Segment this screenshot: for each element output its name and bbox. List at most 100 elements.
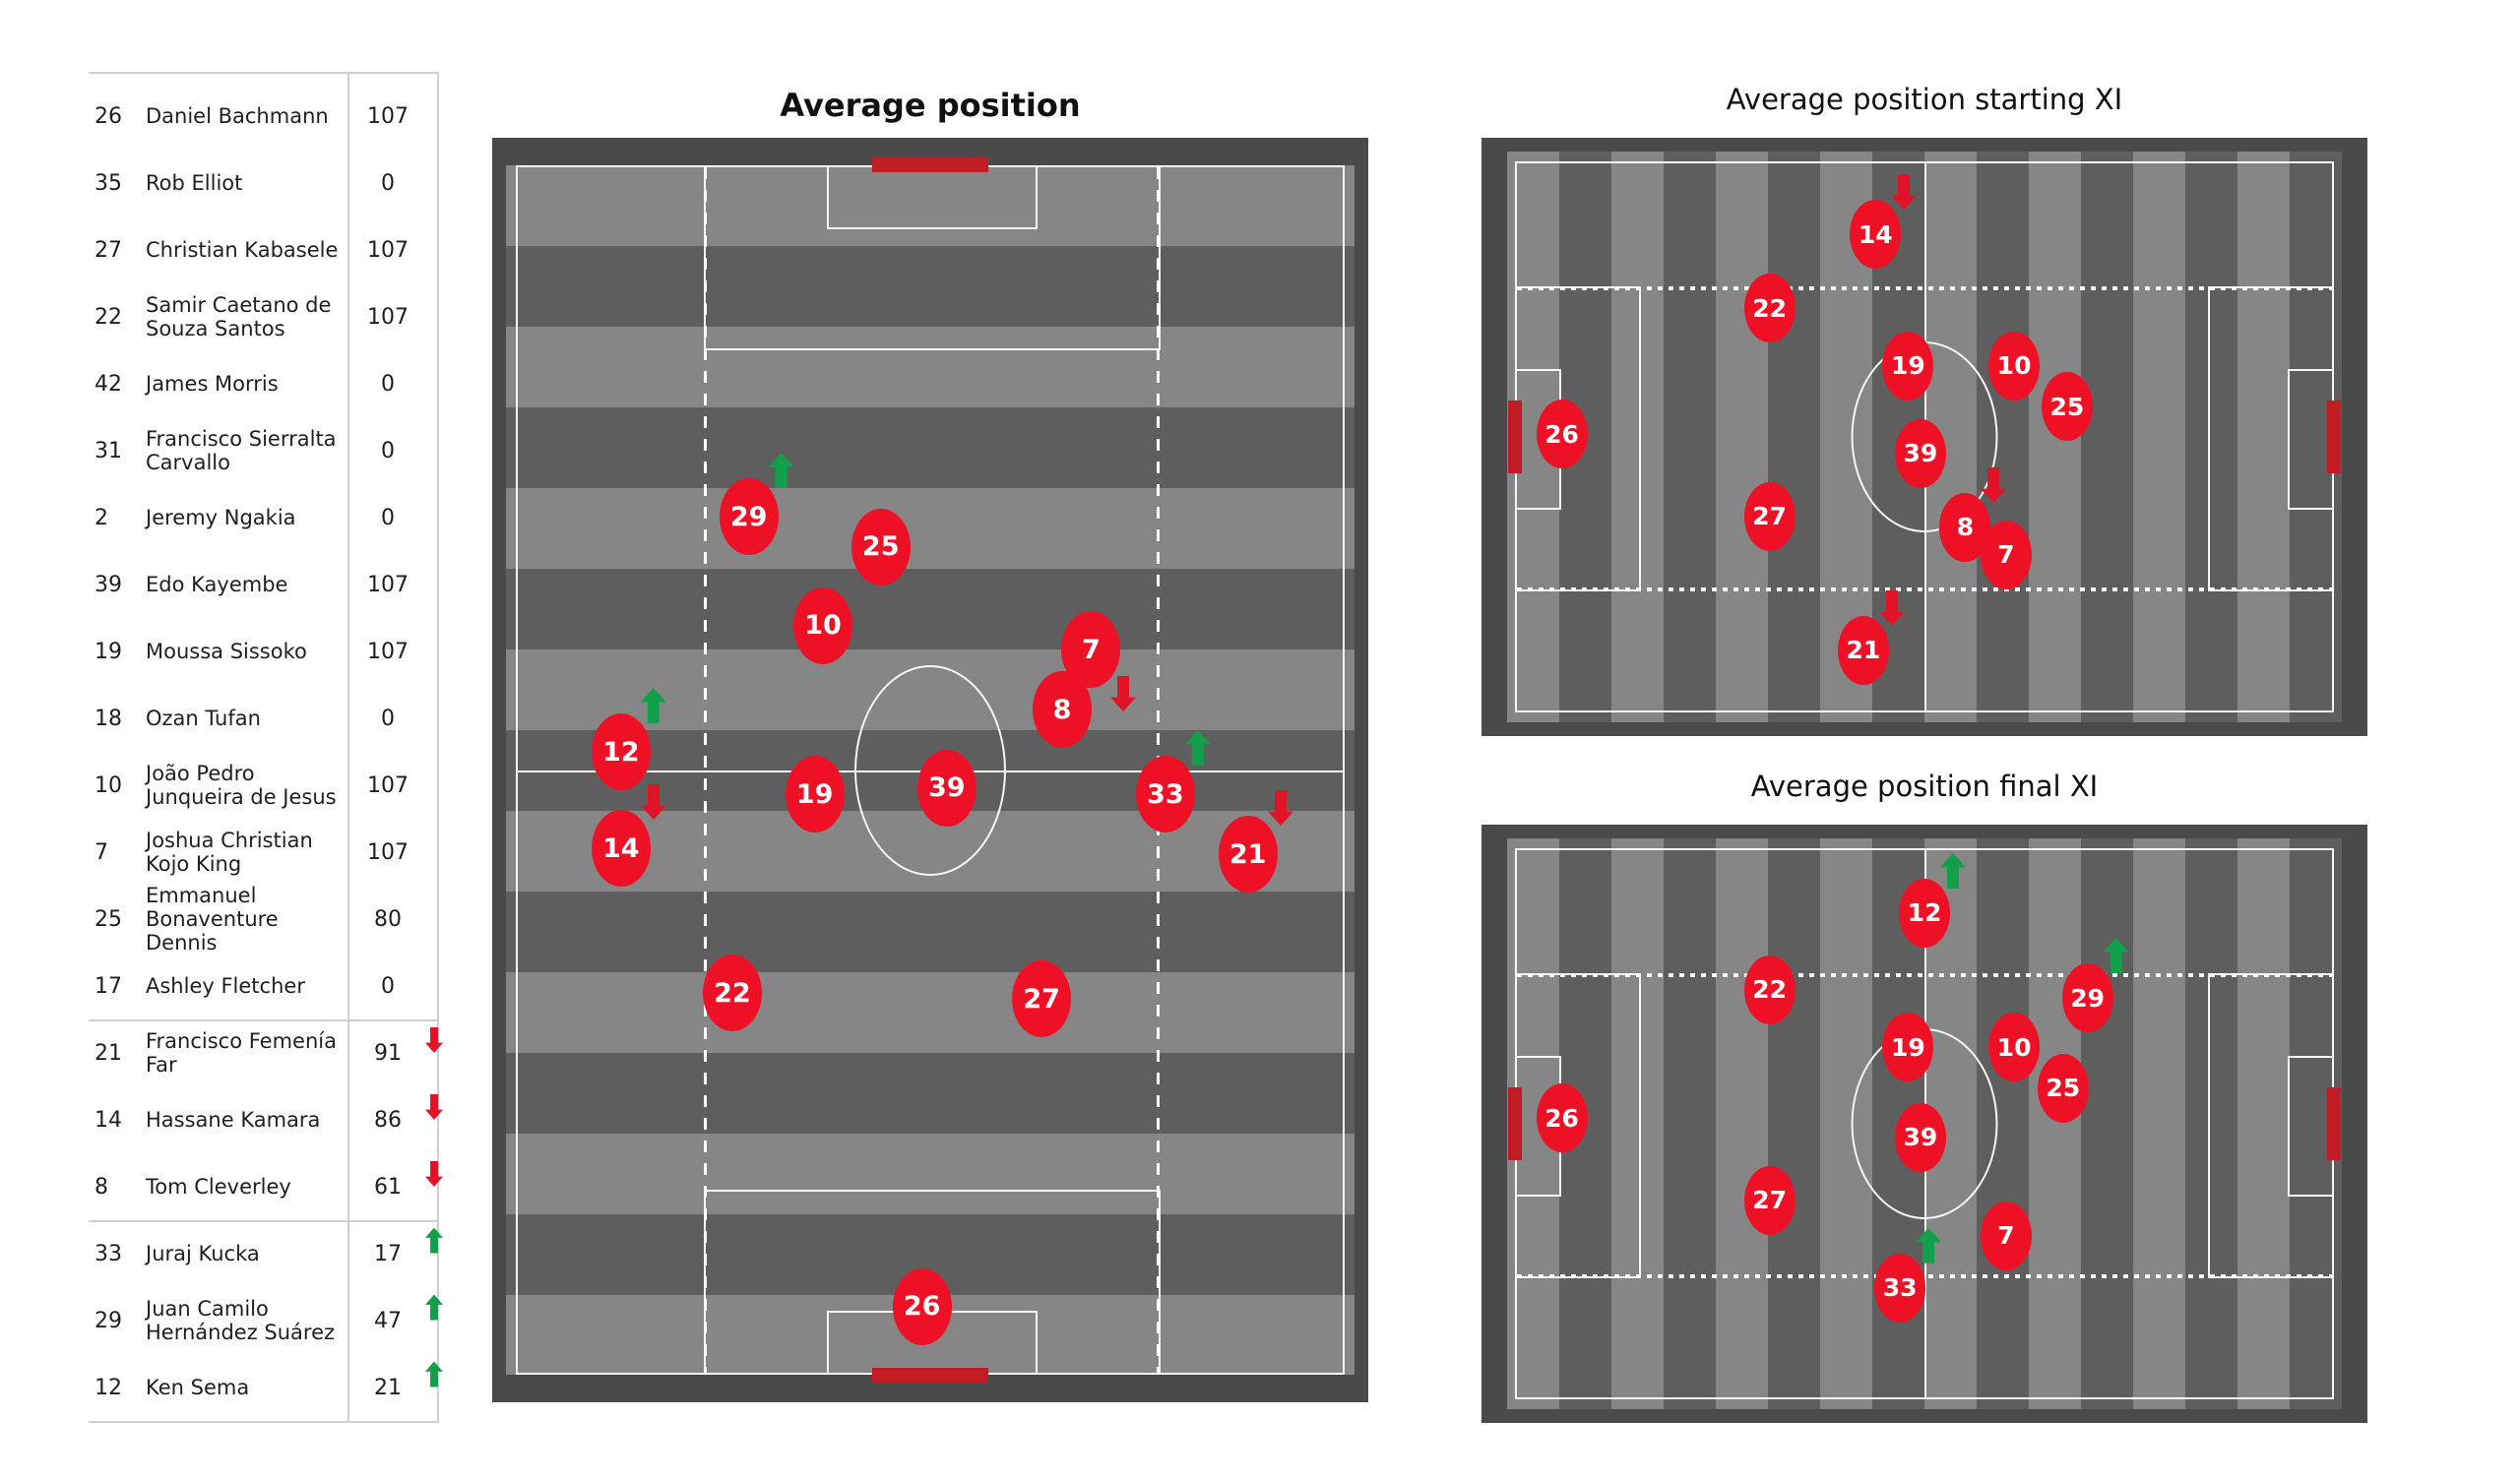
player-marker-27: 27 [1012, 960, 1072, 1038]
minutes-played: 0 [381, 170, 395, 196]
pitch-boundary: 29 25 10 7 8 12 14 19 39 33 21 22 27 26 [516, 157, 1345, 1383]
shirt-number: 18 [94, 706, 122, 731]
player-marker-14: 14 [1850, 200, 1901, 270]
table-row: 19 Moussa Sissoko 107 [89, 618, 439, 685]
table-row: 10 João Pedro Junqueira de Jesus 107 [89, 752, 439, 819]
player-marker-39: 39 [916, 749, 976, 827]
player-marker-26: 26 [892, 1267, 952, 1345]
minutes-played: 107 [367, 237, 409, 263]
shirt-number: 33 [94, 1241, 122, 1266]
player-name: Emmanuel Bonaventure Dennis [146, 884, 279, 955]
shirt-number: 39 [94, 572, 122, 597]
minutes-played: 47 [356, 1294, 443, 1333]
minutes-played: 107 [367, 772, 409, 798]
sub-on-arrow-icon [1940, 852, 1966, 889]
minutes-played: 17 [356, 1227, 443, 1266]
pitch-boundary: 12 22 29 19 10 25 26 39 27 7 33 [1508, 848, 2341, 1399]
pitch-average-position: 29 25 10 7 8 12 14 19 39 33 21 22 27 26 [492, 138, 1368, 1402]
table-row: 8 Tom Cleverley 61 [89, 1153, 439, 1220]
minutes-played: 86 [356, 1108, 419, 1133]
sub-on-arrow-icon [425, 1294, 443, 1321]
goal-right [2327, 401, 2341, 473]
shirt-number: 35 [94, 170, 122, 196]
player-marker-39: 39 [1894, 1102, 1946, 1172]
goal-right [2327, 1087, 2341, 1160]
player-marker-27: 27 [1743, 1165, 1796, 1235]
table-right-border [437, 72, 439, 1421]
table-row: 22 Samir Caetano de Souza Santos 107 [89, 283, 439, 350]
sub-on-arrow-icon [2103, 938, 2129, 974]
player-marker-39: 39 [1894, 418, 1946, 488]
sub-off-arrow-icon [1110, 676, 1136, 711]
shirt-number: 25 [94, 906, 122, 932]
player-marker-12: 12 [1899, 852, 1966, 948]
player-name: Ozan Tufan [146, 707, 261, 730]
sub-on-arrow-icon [1184, 730, 1211, 766]
player-name: James Morris [146, 372, 279, 396]
shirt-number: 19 [94, 639, 122, 664]
player-marker-33: 33 [1874, 1227, 1942, 1323]
player-marker-10: 10 [1988, 331, 2041, 401]
table-row: 31 Francisco Sierralta Carvallo 0 [89, 417, 439, 484]
six-yard-box-top [827, 165, 1038, 230]
table-row: 7 Joshua Christian Kojo King 107 [89, 819, 439, 886]
player-name: Daniel Bachmann [146, 104, 329, 128]
shirt-number: 17 [94, 973, 122, 999]
pitch-final-xi: 12 22 29 19 10 25 26 39 27 7 33 [1481, 825, 2367, 1423]
player-name: Hassane Kamara [146, 1108, 321, 1132]
sub-off-arrow-icon [425, 1161, 443, 1187]
table-row: 35 Rob Elliot 0 [89, 150, 439, 216]
player-marker-19: 19 [785, 756, 845, 832]
player-marker-10: 10 [1988, 1013, 2041, 1082]
final-xi-title: Average position final XI [1750, 770, 2099, 803]
shirt-number: 8 [94, 1174, 108, 1200]
table-row: 2 Jeremy Ngakia 0 [89, 484, 439, 551]
pitch-stripes: 12 22 29 19 10 25 26 39 27 7 33 [1507, 838, 2342, 1409]
player-marker-25: 25 [850, 508, 911, 586]
penalty-width-guide-line [1517, 586, 2332, 591]
shirt-number: 10 [94, 772, 122, 798]
sub-off-arrow-icon [425, 1094, 443, 1120]
goal-left [1508, 1087, 1522, 1160]
shirt-number: 12 [94, 1375, 122, 1400]
player-marker-19: 19 [1882, 1013, 1934, 1082]
sub-on-arrow-icon [768, 453, 794, 489]
minutes-played: 0 [381, 973, 395, 999]
minutes-played: 91 [356, 1041, 419, 1066]
goal-left [1508, 401, 1522, 473]
goal-bottom [872, 1368, 988, 1383]
minutes-played: 0 [381, 371, 395, 397]
player-marker-25: 25 [2037, 1053, 2089, 1123]
player-marker-29: 29 [2061, 938, 2129, 1033]
shirt-number: 22 [94, 304, 122, 330]
player-name: Christian Kabasele [146, 238, 339, 262]
minutes-played: 107 [367, 304, 409, 330]
player-name: Juan Camilo Hernández Suárez [146, 1297, 336, 1344]
penalty-width-guide-line [1517, 286, 2332, 291]
player-marker-26: 26 [1536, 400, 1588, 469]
player-marker-26: 26 [1536, 1083, 1588, 1153]
minutes-played: 0 [381, 438, 395, 463]
player-name: Rob Elliot [146, 171, 243, 195]
minutes-played: 21 [356, 1361, 443, 1400]
player-name: Joshua Christian Kojo King [146, 829, 313, 876]
sub-off-arrow-icon [1891, 174, 1917, 210]
player-marker-21: 21 [1218, 816, 1278, 894]
table-row: 27 Christian Kabasele 107 [89, 216, 439, 283]
minutes-played: 107 [367, 103, 409, 129]
player-marker-25: 25 [2041, 372, 2093, 442]
sub-off-arrow-icon [1879, 590, 1905, 626]
player-name: Moussa Sissoko [146, 640, 307, 663]
table-group-divider [89, 1220, 439, 1222]
player-name: Samir Caetano de Souza Santos [146, 293, 332, 340]
sub-on-arrow-icon [640, 688, 666, 724]
player-name: Edo Kayembe [146, 573, 288, 596]
player-marker-12: 12 [591, 688, 666, 791]
player-marker-22: 22 [1743, 955, 1796, 1024]
main-pitch-title: Average position [780, 87, 1081, 124]
player-minutes-table: 26 Daniel Bachmann 107 35 Rob Elliot 0 27 Chris… [89, 72, 443, 1423]
pitch-stripes: 14 22 19 10 25 26 39 27 8 7 21 [1507, 152, 2342, 722]
player-marker-33: 33 [1135, 730, 1211, 832]
player-marker-8: 8 [1033, 671, 1093, 749]
sub-on-arrow-icon [425, 1227, 443, 1254]
